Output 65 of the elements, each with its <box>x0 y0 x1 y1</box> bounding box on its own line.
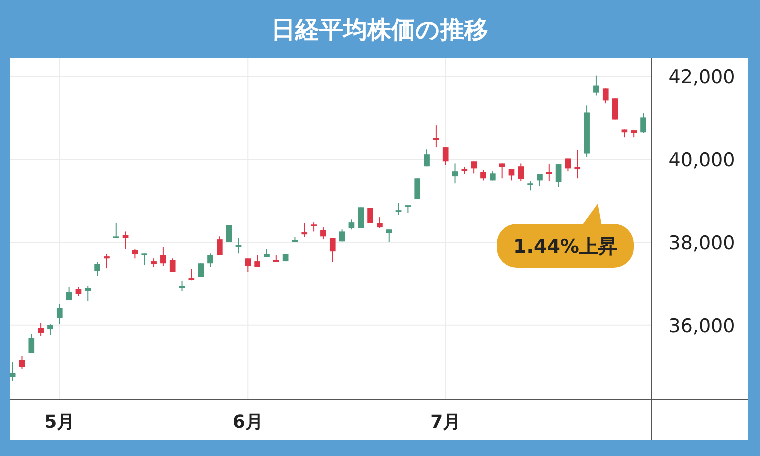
candlestick <box>339 229 346 242</box>
candlestick <box>424 149 430 168</box>
candlestick <box>368 208 374 224</box>
candlestick <box>452 163 458 184</box>
candlestick <box>442 147 449 166</box>
candlestick <box>56 304 63 326</box>
candlestick <box>311 222 317 232</box>
candlestick <box>612 98 618 120</box>
y-tick-label: 36,000 <box>668 315 736 338</box>
candlestick <box>330 238 336 263</box>
candlestick <box>594 75 600 96</box>
candlestick <box>226 224 232 243</box>
candlestick <box>113 222 120 238</box>
x-tick-label: 6月 <box>232 412 264 433</box>
candlestick <box>480 170 486 182</box>
y-tick-label: 38,000 <box>668 232 736 254</box>
candlestick <box>217 236 223 256</box>
candlestick <box>508 169 515 182</box>
x-tick-label: 5月 <box>44 412 76 433</box>
y-tick-label: 40,000 <box>668 150 736 172</box>
candlestick <box>104 254 110 270</box>
candlestick <box>198 263 204 278</box>
candlestick <box>358 207 364 229</box>
candlestick <box>19 356 26 370</box>
candlestick <box>254 254 260 268</box>
candlestick <box>471 161 478 174</box>
candlestick <box>38 322 44 337</box>
candlestick <box>546 164 552 182</box>
candlestick <box>556 164 562 188</box>
candlestick <box>66 286 72 302</box>
candlestick <box>179 280 186 292</box>
candlestick <box>122 231 129 250</box>
chart-title: 日経平均株価の推移 <box>272 16 488 44</box>
candlestick <box>94 262 100 277</box>
candlestick <box>208 253 214 268</box>
candlestick <box>85 286 92 302</box>
candlestick <box>602 88 609 104</box>
candlestick <box>414 178 421 200</box>
candlestick <box>499 163 506 180</box>
candlestick <box>245 258 252 273</box>
y-tick-label: 42,000 <box>668 66 736 89</box>
candlestick <box>132 249 138 260</box>
annotation: 1.44%上昇 <box>514 236 618 258</box>
candlestick <box>574 150 581 180</box>
x-tick-label: 7月 <box>430 412 462 433</box>
candlestick <box>28 334 35 354</box>
candlestick <box>302 222 308 238</box>
candlestick <box>518 163 524 182</box>
candlestick <box>320 227 326 240</box>
candlestick <box>396 203 402 216</box>
candlestick <box>528 181 534 192</box>
candlestick <box>188 268 195 282</box>
candlestick <box>640 113 646 134</box>
candlestick <box>236 238 242 254</box>
candlestick <box>48 324 54 336</box>
candlestick <box>537 174 543 188</box>
candlestick <box>348 219 355 230</box>
candlestick <box>377 217 383 229</box>
candlestick <box>142 253 148 266</box>
candlestick <box>565 158 572 172</box>
candlestick <box>76 286 82 297</box>
candlestick <box>170 258 176 273</box>
candlestick <box>160 246 166 268</box>
candlestick <box>386 229 392 243</box>
candlestick <box>434 125 440 148</box>
